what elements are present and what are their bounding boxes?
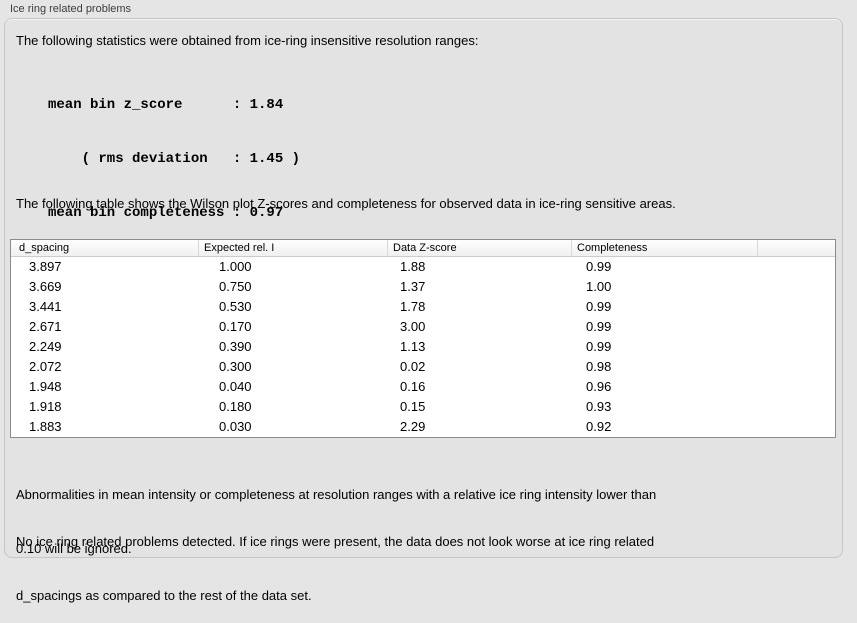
cell-completeness: 0.92 <box>586 419 612 434</box>
cell-d-spacing: 2.671 <box>29 319 62 334</box>
table-row[interactable]: 2.072 0.300 0.02 0.98 <box>11 357 835 377</box>
table-row[interactable]: 3.669 0.750 1.37 1.00 <box>11 277 835 297</box>
cell-data-z-score: 1.37 <box>400 279 426 294</box>
cell-completeness: 0.96 <box>586 379 612 394</box>
cell-filler <box>758 297 835 317</box>
cell-filler <box>758 337 835 357</box>
table-row[interactable]: 2.249 0.390 1.13 0.99 <box>11 337 835 357</box>
cell-expected-rel-i: 1.000 <box>219 259 252 274</box>
conclusion-line: d_spacings as compared to the rest of th… <box>16 588 312 603</box>
stats-line-mean-z-score: mean bin z_score : 1.84 <box>48 97 284 113</box>
cell-d-spacing: 3.897 <box>29 259 62 274</box>
cell-filler <box>758 357 835 377</box>
cell-completeness: 0.99 <box>586 319 612 334</box>
cell-expected-rel-i: 0.180 <box>219 399 252 414</box>
cell-d-spacing: 2.072 <box>29 359 62 374</box>
table-row[interactable]: 3.897 1.000 1.88 0.99 <box>11 257 835 277</box>
note-line: Abnormalities in mean intensity or compl… <box>16 487 657 502</box>
ice-ring-table: d_spacing Expected rel. I Data Z-score C… <box>10 239 836 438</box>
cell-completeness: 0.99 <box>586 339 612 354</box>
cell-completeness: 1.00 <box>586 279 612 294</box>
cell-filler <box>758 377 835 397</box>
intro-text: The following statistics were obtained f… <box>16 33 479 48</box>
cell-filler <box>758 397 835 417</box>
table-row[interactable]: 1.883 0.030 2.29 0.92 <box>11 417 835 437</box>
description-line: The following table shows the Wilson plo… <box>16 196 676 211</box>
cell-data-z-score: 2.29 <box>400 419 426 434</box>
cell-d-spacing: 3.669 <box>29 279 62 294</box>
column-header-data-z-score[interactable]: Data Z-score <box>388 240 572 256</box>
cell-expected-rel-i: 0.530 <box>219 299 252 314</box>
cell-d-spacing: 1.948 <box>29 379 62 394</box>
cell-data-z-score: 3.00 <box>400 319 426 334</box>
cell-data-z-score: 1.13 <box>400 339 426 354</box>
cell-filler <box>758 257 835 277</box>
column-header-filler <box>758 240 835 256</box>
cell-filler <box>758 417 835 437</box>
cell-expected-rel-i: 0.300 <box>219 359 252 374</box>
table-row[interactable]: 1.948 0.040 0.16 0.96 <box>11 377 835 397</box>
table-header: d_spacing Expected rel. I Data Z-score C… <box>11 240 835 257</box>
column-header-expected-rel-i[interactable]: Expected rel. I <box>199 240 388 256</box>
cell-d-spacing: 1.918 <box>29 399 62 414</box>
cell-completeness: 0.98 <box>586 359 612 374</box>
cell-expected-rel-i: 0.390 <box>219 339 252 354</box>
column-header-completeness[interactable]: Completeness <box>572 240 758 256</box>
column-header-d-spacing[interactable]: d_spacing <box>11 240 199 256</box>
cell-data-z-score: 0.16 <box>400 379 426 394</box>
cell-expected-rel-i: 0.040 <box>219 379 252 394</box>
stats-line-mean-completeness: mean bin completeness : 0.97 <box>48 205 284 221</box>
cell-completeness: 0.99 <box>586 299 612 314</box>
cell-data-z-score: 1.88 <box>400 259 426 274</box>
cell-d-spacing: 3.441 <box>29 299 62 314</box>
table-row[interactable]: 3.441 0.530 1.78 0.99 <box>11 297 835 317</box>
cell-expected-rel-i: 0.170 <box>219 319 252 334</box>
table-row[interactable]: 2.671 0.170 3.00 0.99 <box>11 317 835 337</box>
cell-d-spacing: 1.883 <box>29 419 62 434</box>
cell-expected-rel-i: 0.750 <box>219 279 252 294</box>
cell-completeness: 0.93 <box>586 399 612 414</box>
group-box-title: Ice ring related problems <box>10 3 132 15</box>
cell-data-z-score: 0.15 <box>400 399 426 414</box>
cell-expected-rel-i: 0.030 <box>219 419 252 434</box>
conclusion-text: No ice ring related problems detected. I… <box>16 497 654 623</box>
cell-filler <box>758 317 835 337</box>
table-row[interactable]: 1.918 0.180 0.15 0.93 <box>11 397 835 417</box>
cell-filler <box>758 277 835 297</box>
table-body: 3.897 1.000 1.88 0.99 3.669 0.750 1.37 1… <box>11 257 835 437</box>
cell-completeness: 0.99 <box>586 259 612 274</box>
stats-line-z-rms-deviation: ( rms deviation : 1.45 ) <box>48 151 301 167</box>
cell-data-z-score: 0.02 <box>400 359 426 374</box>
cell-d-spacing: 2.249 <box>29 339 62 354</box>
cell-data-z-score: 1.78 <box>400 299 426 314</box>
